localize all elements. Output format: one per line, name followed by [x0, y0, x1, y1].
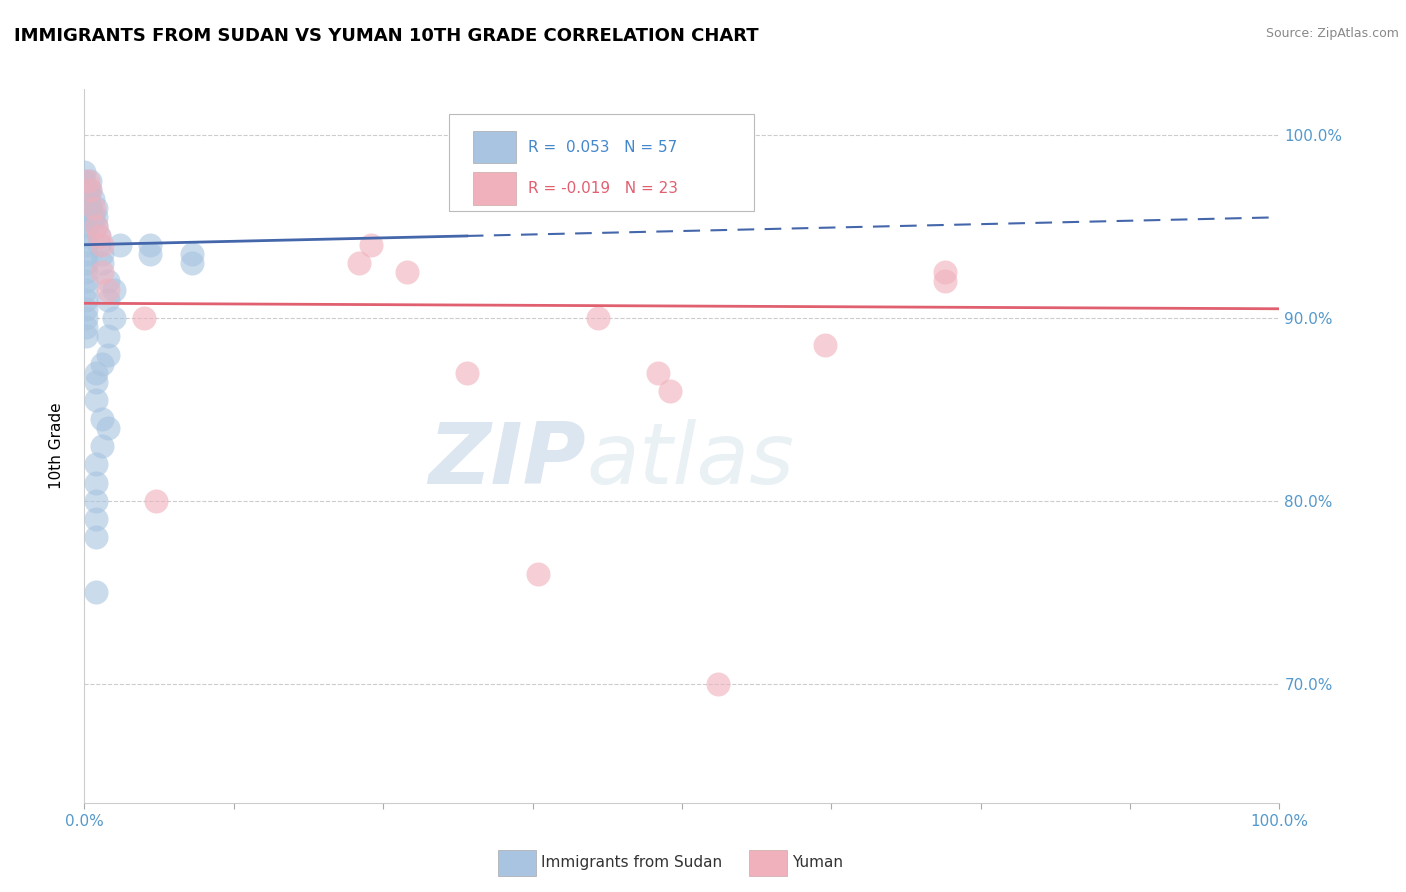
Point [75, 301, 97, 316]
Point [91, 357, 114, 371]
Point [647, 366, 669, 380]
Text: atlas: atlas [586, 418, 794, 502]
Point [97, 274, 120, 288]
Point [181, 256, 204, 270]
Text: R =  0.053   N = 57: R = 0.053 N = 57 [527, 139, 678, 154]
Point [707, 677, 730, 691]
Point [79, 174, 101, 188]
Point [75, 256, 97, 270]
Point [82, 192, 104, 206]
Point [86, 201, 108, 215]
Point [75, 274, 97, 288]
Point [91, 247, 114, 261]
Point [91, 439, 114, 453]
Point [75, 247, 97, 261]
Point [139, 247, 162, 261]
Point [79, 201, 101, 215]
Point [82, 211, 104, 225]
FancyBboxPatch shape [472, 130, 516, 163]
Point [75, 293, 97, 307]
FancyBboxPatch shape [472, 172, 516, 205]
Point [396, 265, 419, 279]
Point [456, 366, 478, 380]
Point [75, 237, 97, 252]
Point [86, 211, 108, 225]
Point [91, 265, 114, 279]
Text: IMMIGRANTS FROM SUDAN VS YUMAN 10TH GRADE CORRELATION CHART: IMMIGRANTS FROM SUDAN VS YUMAN 10TH GRAD… [14, 27, 759, 45]
Point [934, 265, 956, 279]
Point [588, 310, 610, 325]
Point [814, 338, 837, 352]
Point [75, 284, 97, 298]
Point [91, 411, 114, 425]
Point [77, 192, 100, 206]
Point [75, 320, 97, 334]
Text: R = -0.019   N = 23: R = -0.019 N = 23 [527, 181, 678, 196]
Point [86, 366, 108, 380]
Point [97, 293, 120, 307]
Point [86, 219, 108, 234]
Point [75, 192, 97, 206]
Point [97, 347, 120, 361]
Point [103, 284, 125, 298]
Point [132, 310, 156, 325]
Point [97, 420, 120, 434]
Point [659, 384, 682, 398]
Point [360, 237, 382, 252]
Point [79, 183, 101, 197]
Point [97, 284, 120, 298]
Point [75, 219, 97, 234]
Text: Source: ZipAtlas.com: Source: ZipAtlas.com [1265, 27, 1399, 40]
Point [86, 585, 108, 599]
Point [87, 228, 110, 243]
Point [83, 201, 105, 215]
Point [77, 174, 100, 188]
Point [110, 237, 132, 252]
Point [75, 183, 97, 197]
FancyBboxPatch shape [749, 850, 787, 876]
Point [145, 494, 167, 508]
Point [86, 219, 108, 234]
Text: Immigrants from Sudan: Immigrants from Sudan [541, 855, 723, 871]
Point [934, 274, 956, 288]
Point [86, 393, 108, 408]
Point [77, 201, 100, 215]
Point [86, 494, 108, 508]
Point [73, 164, 96, 178]
Point [91, 256, 114, 270]
Point [349, 256, 371, 270]
Point [181, 247, 204, 261]
Text: Yuman: Yuman [792, 855, 842, 871]
Point [75, 265, 97, 279]
Point [75, 201, 97, 215]
FancyBboxPatch shape [498, 850, 536, 876]
Point [75, 310, 97, 325]
Point [75, 329, 97, 343]
Point [86, 475, 108, 490]
Point [103, 310, 125, 325]
Point [79, 183, 101, 197]
FancyBboxPatch shape [449, 114, 754, 211]
Text: ZIP: ZIP [429, 418, 586, 502]
Point [86, 458, 108, 472]
Point [73, 174, 96, 188]
Point [139, 237, 162, 252]
Point [87, 228, 110, 243]
Y-axis label: 10th Grade: 10th Grade [49, 402, 63, 490]
Point [91, 237, 114, 252]
Point [75, 211, 97, 225]
Point [86, 375, 108, 389]
Point [97, 329, 120, 343]
Point [527, 567, 550, 582]
Point [86, 531, 108, 545]
Point [75, 228, 97, 243]
Point [87, 237, 110, 252]
Point [77, 183, 100, 197]
Point [86, 512, 108, 526]
